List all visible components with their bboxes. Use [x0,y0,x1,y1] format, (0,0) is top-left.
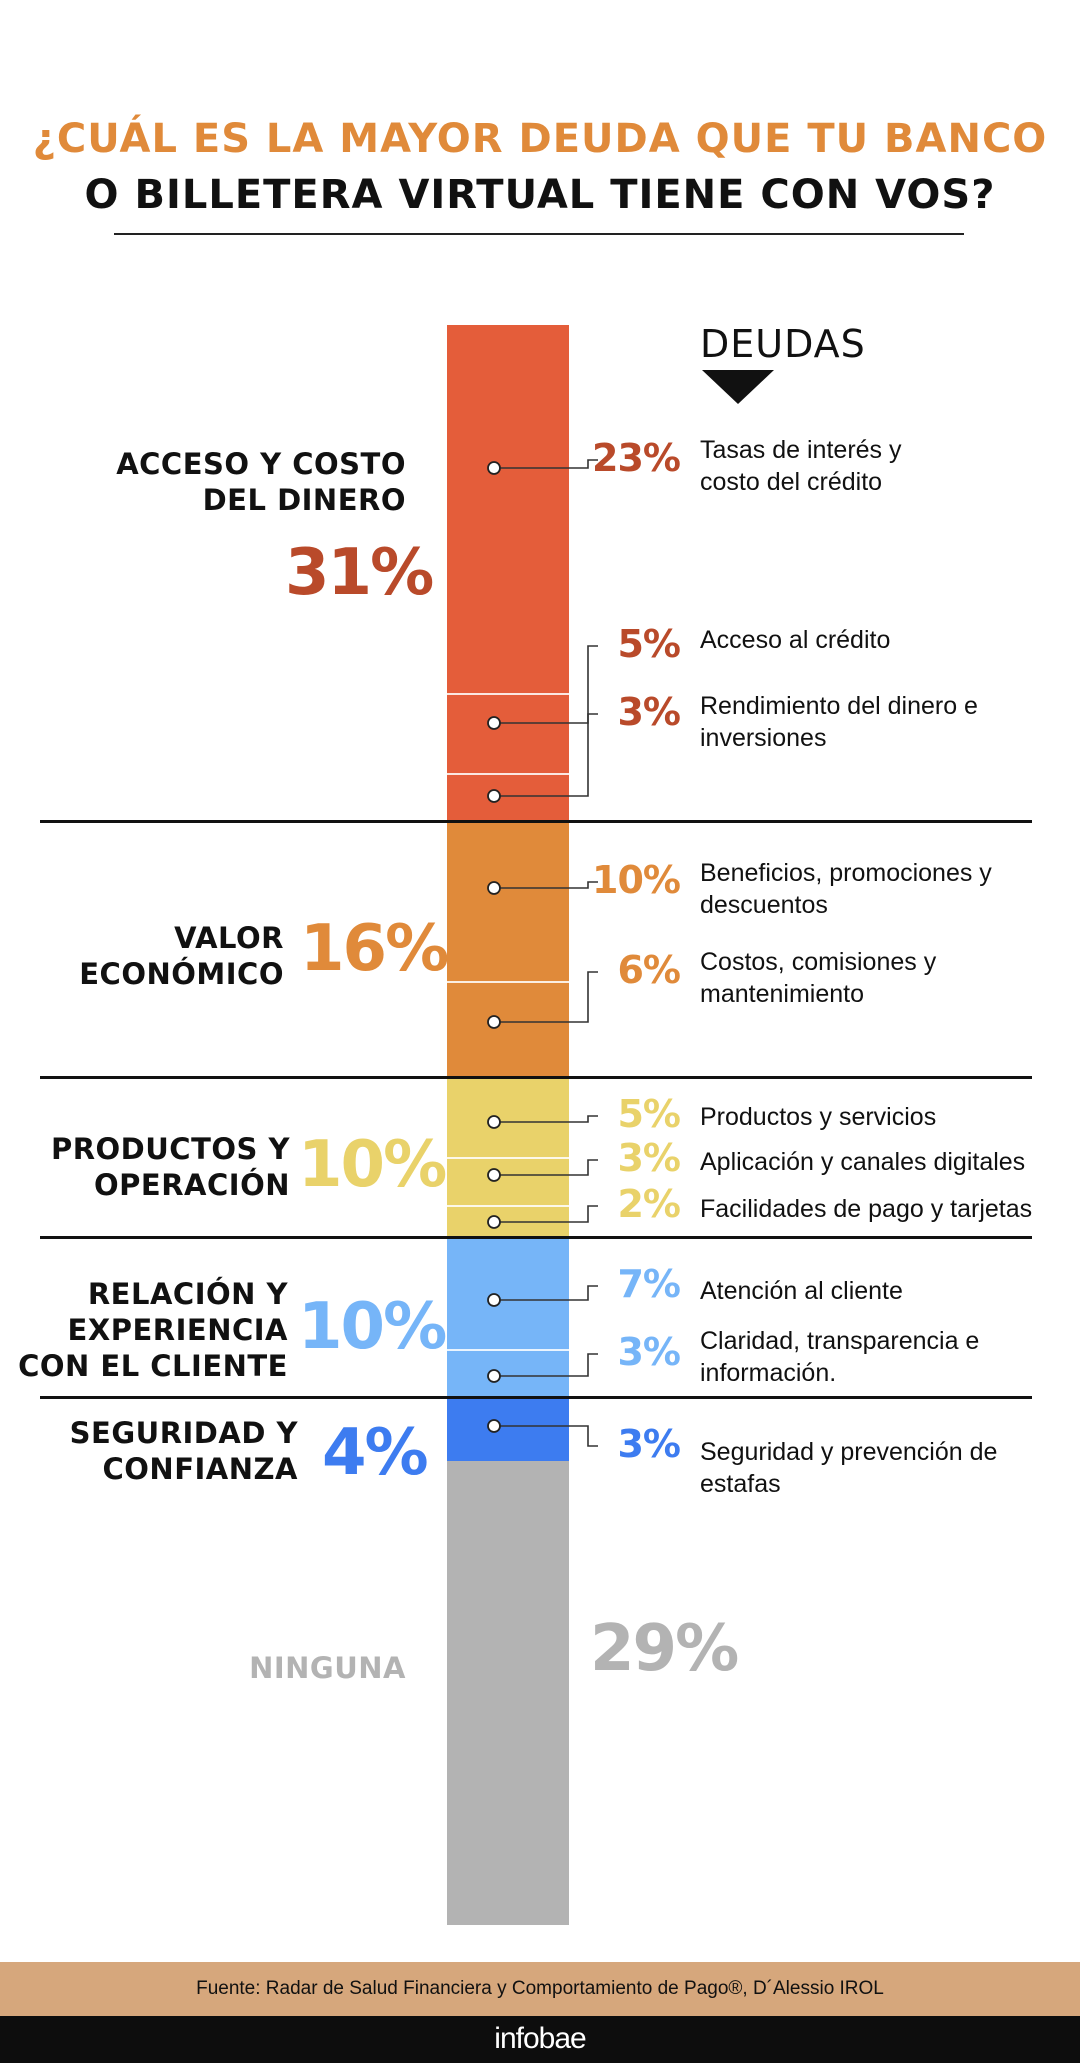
item-label-line: información. [700,1359,837,1387]
item-label: Claridad, transparencia e información. [700,1325,979,1389]
category-value-productos: 10% [298,1128,447,1202]
category-divider [40,1396,1032,1399]
bar-segment-valor-1 [447,981,569,1077]
category-value-acceso: 31% [285,536,434,610]
item-label-line: mantenimiento [700,980,864,1008]
item-value: 2% [617,1182,681,1226]
item-value: 3% [617,690,681,734]
category-label-productos: PRODUCTOS Y OPERACIÓN [51,1131,290,1203]
bar-segment-productos-2 [447,1205,569,1237]
category-divider [40,1236,1032,1239]
item-value: 3% [617,1422,681,1466]
item-label: Facilidades de pago y tarjetas [700,1193,1032,1225]
category-label-line: NINGUNA [249,1651,406,1685]
category-label-seguridad: SEGURIDAD Y CONFIANZA [70,1415,298,1487]
item-value: 5% [617,1092,681,1136]
category-label-line: PRODUCTOS Y [50,1132,290,1166]
stacked-bar [447,325,569,1925]
deudas-header: DEUDAS [700,322,866,366]
category-value-seguridad: 4% [322,1416,429,1490]
chart-title-line-2: O BILLETERA VIRTUAL TIENE CON VOS? [84,172,996,218]
category-label-acceso: ACCESO Y COSTO DEL DINERO [116,446,406,518]
category-label-line: ECONÓMICO [79,957,284,991]
category-value-valor: 16% [300,912,449,986]
item-label: Tasas de interés y costo del crédito [700,434,902,498]
item-label-line: Costos, comisiones y [700,948,937,976]
category-label-valor: VALOR ECONÓMICO [79,920,284,992]
bar-segment-acceso-0 [447,325,569,693]
item-label-line: Tasas de interés y [700,436,902,464]
item-label-line: Aplicación y canales digitales [700,1148,1026,1176]
item-label: Costos, comisiones y mantenimiento [700,946,936,1010]
item-label: Acceso al crédito [700,624,890,656]
bar-segment-relacion-0 [447,1237,569,1349]
item-label-line: inversiones [700,724,827,752]
bar-segment-seguridad-0 [447,1397,569,1461]
item-label: Seguridad y prevención de estafas [700,1436,997,1500]
bar-segment-productos-0 [447,1077,569,1157]
category-label-line: EXPERIENCIA [67,1313,288,1347]
item-label-line: Productos y servicios [700,1103,937,1131]
item-label-line: Atención al cliente [700,1277,903,1305]
item-label: Atención al cliente [700,1275,903,1307]
category-label-line: CONFIANZA [102,1452,298,1486]
brand-logo: infobae [494,2022,586,2055]
category-label-ninguna: NINGUNA [249,1650,406,1686]
bar-segment-valor-0 [447,821,569,981]
item-label-line: Facilidades de pago y tarjetas [700,1195,1033,1223]
item-value: 6% [617,948,681,992]
category-value-relacion: 10% [298,1290,447,1364]
category-label-line: RELACIÓN Y [87,1277,288,1311]
item-label-line: Seguridad y prevención de [700,1438,998,1466]
item-label: Aplicación y canales digitales [700,1146,1025,1178]
title-divider [114,233,964,235]
item-label-line: Beneficios, promociones y [700,859,992,887]
bar-segment-acceso-1 [447,693,569,773]
item-label: Productos y servicios [700,1101,936,1133]
bar-segment-ninguna-0 [447,1461,569,1925]
item-value: 3% [617,1330,681,1374]
source-note: Fuente: Radar de Salud Financiera y Comp… [196,1978,884,1999]
item-value: 7% [617,1262,681,1306]
category-value-ninguna: 29% [590,1612,739,1686]
category-label-line: ACCESO Y COSTO [116,447,406,481]
item-value: 5% [617,622,681,666]
source-band [0,1962,1080,2016]
bar-segment-relacion-1 [447,1349,569,1397]
item-label-line: Claridad, transparencia e [700,1327,980,1355]
item-label-line: Rendimiento del dinero e [700,692,978,720]
chart-title-line-1: ¿CUÁL ES LA MAYOR DEUDA QUE TU BANCO [32,116,1048,162]
item-value: 23% [592,436,681,480]
item-label-line: estafas [700,1470,781,1498]
item-value: 3% [617,1136,681,1180]
category-label-line: VALOR [174,921,284,955]
category-label-line: CON EL CLIENTE [18,1349,288,1383]
category-label-line: DEL DINERO [202,483,406,517]
item-label-line: Acceso al crédito [700,626,891,654]
item-label: Rendimiento del dinero e inversiones [700,690,978,754]
item-label-line: descuentos [700,891,828,919]
category-label-line: OPERACIÓN [94,1168,290,1202]
down-triangle-icon [702,370,774,404]
category-label-line: SEGURIDAD Y [69,1416,298,1450]
item-value: 10% [592,858,681,902]
category-label-relacion: RELACIÓN Y EXPERIENCIA CON EL CLIENTE [18,1276,288,1384]
bar-segment-acceso-2 [447,773,569,821]
footer-band [0,2016,1080,2063]
bar-segment-productos-1 [447,1157,569,1205]
category-divider [40,1076,1032,1079]
item-label-line: costo del crédito [700,468,883,496]
category-divider [40,820,1032,823]
item-label: Beneficios, promociones y descuentos [700,857,992,921]
